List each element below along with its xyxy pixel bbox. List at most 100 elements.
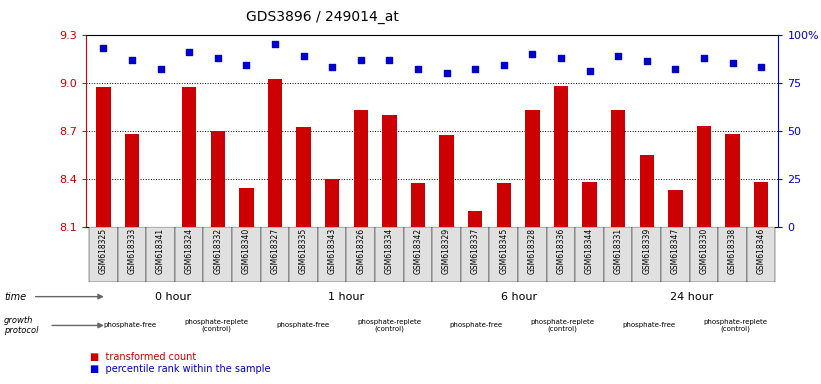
Text: 6 hour: 6 hour: [501, 291, 537, 302]
Bar: [232, 227, 260, 282]
Bar: [268, 79, 282, 227]
Point: [326, 64, 339, 70]
Bar: [325, 179, 339, 227]
Bar: [375, 227, 404, 282]
Point: [498, 62, 511, 68]
Bar: [260, 227, 289, 282]
Bar: [461, 227, 489, 282]
Bar: [576, 227, 604, 282]
Bar: [318, 227, 346, 282]
Text: GSM618345: GSM618345: [499, 228, 508, 275]
Text: GSM618332: GSM618332: [213, 228, 222, 274]
Point: [268, 41, 282, 47]
Bar: [697, 126, 711, 227]
Text: phosphate-free: phosphate-free: [276, 323, 329, 328]
Text: 0 hour: 0 hour: [154, 291, 190, 302]
Point: [583, 68, 596, 74]
Point: [612, 53, 625, 59]
Text: time: time: [4, 291, 26, 302]
Bar: [489, 227, 518, 282]
Bar: [383, 114, 397, 227]
Bar: [726, 134, 740, 227]
Text: phosphate-replete
(control): phosphate-replete (control): [703, 319, 767, 332]
Point: [726, 60, 739, 66]
Point: [383, 56, 396, 63]
Bar: [346, 227, 375, 282]
Text: GSM618325: GSM618325: [99, 228, 108, 274]
Text: GSM618347: GSM618347: [671, 228, 680, 275]
Bar: [661, 227, 690, 282]
Bar: [146, 227, 175, 282]
Point: [525, 51, 539, 57]
Bar: [640, 154, 654, 227]
Bar: [582, 182, 597, 227]
Text: GSM618339: GSM618339: [642, 228, 651, 275]
Point: [669, 66, 682, 72]
Bar: [525, 110, 539, 227]
Point: [126, 56, 139, 63]
Text: GSM618328: GSM618328: [528, 228, 537, 274]
Point: [154, 66, 167, 72]
Text: GSM618324: GSM618324: [185, 228, 194, 274]
Text: GSM618326: GSM618326: [356, 228, 365, 274]
Text: GSM618329: GSM618329: [442, 228, 451, 274]
Text: GSM618331: GSM618331: [613, 228, 622, 274]
Text: GSM618340: GSM618340: [242, 228, 251, 275]
Point: [97, 45, 110, 51]
Text: phosphate-replete
(control): phosphate-replete (control): [184, 319, 248, 332]
Bar: [289, 227, 318, 282]
Bar: [239, 188, 254, 227]
Bar: [468, 210, 482, 227]
Text: GSM618342: GSM618342: [414, 228, 423, 274]
Bar: [747, 227, 776, 282]
Text: GSM618327: GSM618327: [270, 228, 279, 274]
Bar: [432, 227, 461, 282]
Point: [469, 66, 482, 72]
Point: [297, 53, 310, 59]
Bar: [632, 227, 661, 282]
Point: [354, 56, 367, 63]
Bar: [497, 184, 511, 227]
Bar: [690, 227, 718, 282]
Point: [211, 55, 224, 61]
Text: GSM618337: GSM618337: [470, 228, 479, 275]
Point: [440, 70, 453, 76]
Text: phosphate-free: phosphate-free: [103, 323, 156, 328]
Text: ■  transformed count: ■ transformed count: [90, 352, 196, 362]
Point: [640, 58, 654, 65]
Text: phosphate-free: phosphate-free: [449, 323, 502, 328]
Bar: [354, 110, 368, 227]
Text: GSM618334: GSM618334: [385, 228, 394, 275]
Text: phosphate-free: phosphate-free: [622, 323, 675, 328]
Bar: [211, 131, 225, 227]
Text: GSM618335: GSM618335: [299, 228, 308, 275]
Bar: [175, 227, 204, 282]
Bar: [668, 190, 682, 227]
Text: phosphate-replete
(control): phosphate-replete (control): [530, 319, 594, 332]
Bar: [96, 87, 111, 227]
Text: GSM618341: GSM618341: [156, 228, 165, 274]
Text: ■  percentile rank within the sample: ■ percentile rank within the sample: [90, 364, 271, 374]
Bar: [439, 136, 454, 227]
Text: growth
protocol: growth protocol: [4, 316, 39, 335]
Bar: [518, 227, 547, 282]
Bar: [547, 227, 576, 282]
Text: GSM618338: GSM618338: [728, 228, 737, 274]
Point: [240, 62, 253, 68]
Bar: [182, 87, 196, 227]
Bar: [125, 134, 139, 227]
Point: [697, 55, 710, 61]
Text: GSM618330: GSM618330: [699, 228, 709, 275]
Bar: [410, 184, 425, 227]
Text: GSM618336: GSM618336: [557, 228, 566, 275]
Bar: [754, 182, 768, 227]
Bar: [611, 110, 626, 227]
Bar: [296, 127, 310, 227]
Text: 24 hour: 24 hour: [670, 291, 713, 302]
Bar: [604, 227, 632, 282]
Text: GSM618343: GSM618343: [328, 228, 337, 275]
Text: GDS3896 / 249014_at: GDS3896 / 249014_at: [246, 10, 399, 23]
Point: [754, 64, 768, 70]
Text: 1 hour: 1 hour: [328, 291, 364, 302]
Bar: [204, 227, 232, 282]
